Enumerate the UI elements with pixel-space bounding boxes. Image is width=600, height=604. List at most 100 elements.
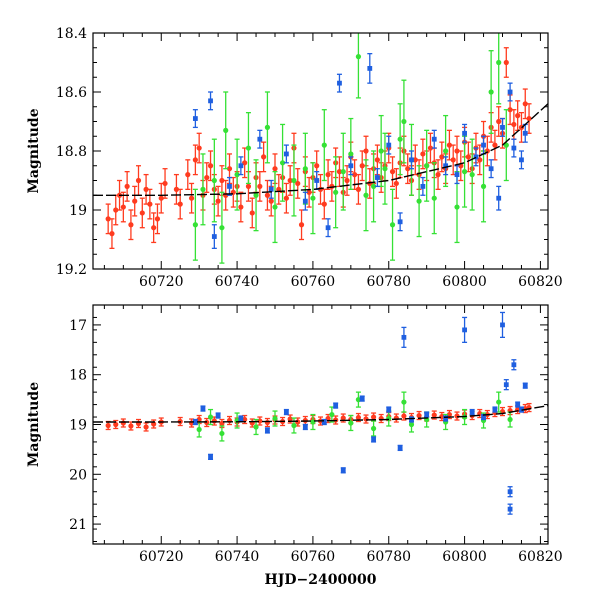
data-marker	[461, 169, 468, 175]
data-point	[283, 408, 289, 416]
data-marker	[113, 207, 119, 213]
y-tick-label: 19.2	[56, 262, 87, 278]
data-point	[310, 162, 316, 235]
x-tick-label: 60800	[442, 549, 487, 565]
data-point	[500, 311, 505, 339]
data-marker	[207, 163, 214, 169]
data-point	[367, 53, 373, 84]
data-marker	[283, 151, 289, 157]
data-marker	[264, 192, 271, 198]
y-tick-label: 17	[69, 318, 87, 334]
data-point	[264, 91, 271, 164]
data-point	[348, 414, 354, 432]
data-point	[492, 129, 498, 161]
data-point	[302, 423, 308, 431]
data-marker	[314, 163, 320, 169]
data-marker	[503, 382, 509, 388]
data-point	[359, 150, 365, 182]
data-marker	[355, 186, 362, 192]
data-marker	[389, 169, 396, 175]
data-marker	[162, 180, 168, 187]
data-marker	[208, 454, 213, 460]
data-point	[109, 218, 115, 250]
data-marker	[496, 59, 502, 66]
data-marker	[192, 157, 198, 163]
data-point	[219, 425, 225, 442]
data-marker	[511, 145, 517, 151]
data-marker	[135, 177, 142, 184]
data-point	[211, 224, 217, 250]
data-marker	[154, 216, 161, 222]
data-marker	[507, 416, 513, 423]
data-marker	[185, 172, 191, 178]
data-point	[401, 391, 407, 413]
y-tick-label: 18.4	[56, 26, 87, 42]
data-marker	[272, 204, 278, 210]
data-marker	[473, 154, 479, 160]
data-marker	[367, 66, 373, 71]
data-marker	[226, 166, 233, 172]
data-point	[325, 159, 331, 191]
data-marker	[128, 423, 134, 429]
x-tick-label: 60760	[291, 274, 336, 290]
data-point	[245, 112, 252, 185]
data-marker	[462, 130, 467, 136]
data-marker	[192, 222, 198, 228]
data-point	[325, 218, 331, 238]
data-marker	[211, 177, 217, 184]
data-point	[204, 162, 210, 193]
data-point	[431, 129, 437, 149]
data-point	[386, 406, 392, 413]
data-marker	[261, 154, 267, 160]
data-series	[192, 33, 509, 264]
data-point	[507, 411, 513, 428]
data-point	[462, 123, 468, 143]
data-point	[302, 191, 308, 211]
data-point	[321, 418, 327, 426]
data-marker	[507, 506, 513, 512]
data-marker	[295, 180, 301, 187]
data-point	[238, 156, 244, 176]
data-marker	[310, 419, 316, 425]
plot-area	[93, 311, 548, 515]
data-marker	[500, 322, 505, 328]
data-marker	[238, 416, 244, 421]
data-marker	[500, 125, 505, 130]
x-tick-label: 60820	[518, 549, 563, 565]
data-point	[211, 138, 217, 223]
data-marker	[371, 437, 376, 442]
data-marker	[207, 414, 214, 420]
data-point	[208, 453, 214, 461]
data-marker	[519, 157, 524, 163]
data-marker	[321, 419, 327, 425]
data-point	[409, 416, 414, 423]
data-point	[420, 138, 426, 170]
data-point	[200, 153, 206, 226]
y-tick-label: 18.6	[56, 85, 87, 101]
data-marker	[340, 415, 346, 421]
data-point	[196, 132, 202, 164]
y-tick-label: 18	[69, 368, 87, 384]
data-point	[215, 412, 221, 419]
data-marker	[139, 210, 145, 216]
data-marker	[416, 412, 422, 419]
data-marker	[344, 177, 350, 184]
x-tick-label: 60820	[518, 274, 563, 290]
data-point	[496, 33, 502, 105]
data-point	[397, 212, 403, 232]
data-point	[382, 132, 388, 205]
data-point	[249, 197, 255, 229]
data-point	[515, 401, 521, 408]
fit-curve	[93, 103, 548, 196]
data-marker	[257, 136, 263, 142]
data-marker	[386, 415, 392, 422]
data-marker	[279, 160, 286, 166]
data-point	[370, 150, 377, 223]
data-point	[177, 416, 183, 427]
data-point	[230, 176, 236, 208]
data-point	[348, 117, 354, 191]
data-marker	[158, 195, 164, 201]
data-point	[333, 156, 339, 229]
data-marker	[401, 118, 407, 125]
